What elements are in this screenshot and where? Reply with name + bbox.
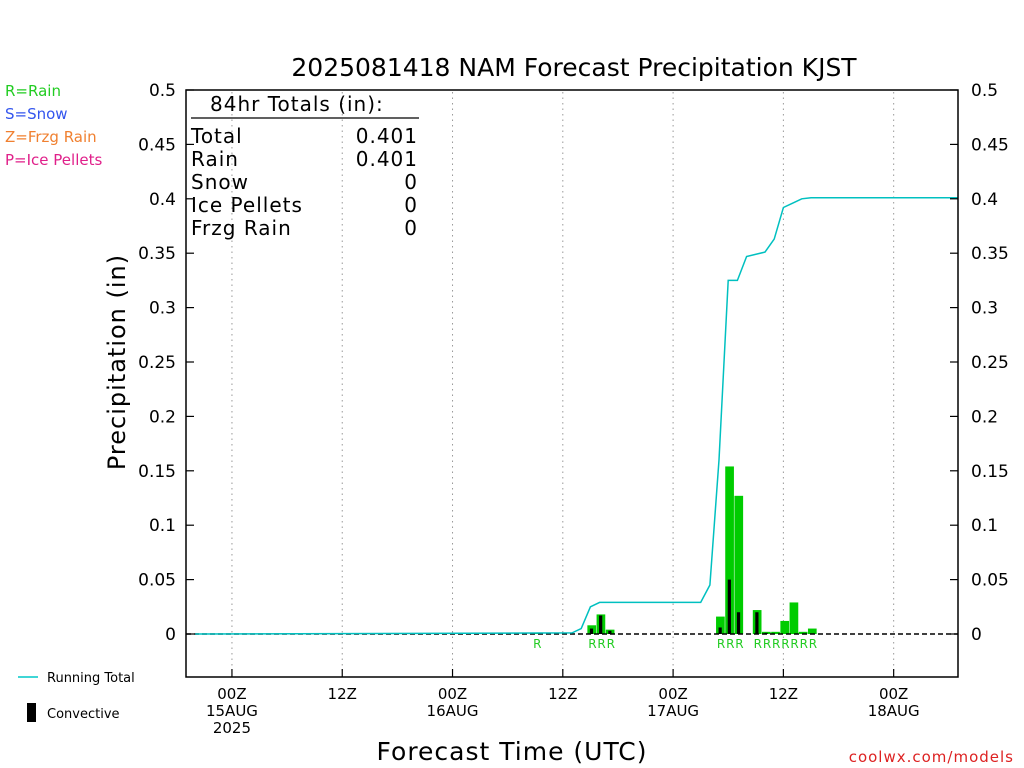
y-tick-label: 0.05 [138,571,176,591]
y-tick-label: 0.5 [149,81,176,101]
chart-title: 2025081418 NAM Forecast Precipitation KJ… [291,53,857,82]
y-tick-label: 0.4 [971,190,998,210]
y-tick-label: 0.25 [971,353,1009,373]
precip-type-label: R [800,637,808,651]
running-total-line [195,196,958,635]
convective-bar [755,612,759,634]
legend-entry: S=Snow [5,105,68,123]
y-tick-label: 0.5 [971,81,998,101]
x-tick-label: 18AUG [868,702,920,720]
totals-value: 0.401 [356,124,418,148]
totals-label: Snow [191,170,249,194]
precip-bar [725,466,734,634]
x-tick-label: 00Z [217,685,246,703]
legend-convective-label: Convective [47,707,120,722]
totals-label: Total [190,124,243,148]
x-tick-label: 2025 [213,719,251,737]
totals-value: 0.401 [356,147,418,171]
y-tick-label: 0.1 [971,516,998,536]
convective-bar [718,627,722,634]
totals-label: Rain [191,147,239,171]
precip-type-label: R [588,637,596,651]
y-tick-label: 0 [165,625,176,645]
precip-type-label: R [726,637,734,651]
precip-bar [798,631,808,634]
precip-bar [716,616,725,634]
y-tick-label: 0.05 [971,571,1009,591]
y-tick-label: 0.3 [149,299,176,319]
y-axis-label: Precipitation (in) [103,254,131,470]
grid-lines [231,92,895,675]
convective-bar [727,579,731,634]
x-tick-label: 15AUG [206,702,258,720]
x-tick-label: 12Z [328,685,357,703]
precip-type-label: R [781,637,789,651]
y-tick-label: 0.1 [149,516,176,536]
y-tick-label: 0.35 [138,244,176,264]
precip-type-legend: R=Rain S=Snow Z=Frzg Rain P=Ice Pellets [5,82,102,169]
totals-rows: Total 0.401 Rain 0.401 Snow 0 Ice Pellets 0 Frzg… [190,124,418,240]
totals-header: 84hr Totals (in): [210,92,384,116]
x-tick-label: 00Z [879,685,908,703]
legend-running-total-label: Running Total [47,671,135,686]
precip-type-label: R [772,637,780,651]
precip-bar [771,631,780,634]
y-tick-label: 0 [971,625,982,645]
x-tick-label: 00Z [658,685,687,703]
x-tick-label: 17AUG [647,702,699,720]
y-axis-left: 0 0.05 0.1 0.15 0.2 0.25 0.3 0.35 0.4 0.45 0.5 [138,81,194,645]
y-tick-label: 0.35 [971,244,1009,264]
y-tick-label: 0.3 [971,299,998,319]
totals-value: 0 [404,170,418,194]
y-tick-label: 0.2 [971,407,998,427]
precip-bar [789,602,799,634]
y-tick-label: 0.15 [971,462,1009,482]
y-tick-label: 0.15 [138,462,176,482]
y-tick-label: 0.25 [138,353,176,373]
convective-swatch [27,703,36,722]
totals-label: Frzg Rain [191,216,292,240]
totals-label: Ice Pellets [191,193,303,217]
convective-bar [736,612,741,634]
series-legend: Running Total Convective [18,671,135,722]
totals-value: 0 [404,216,418,240]
precip-type-label: R [717,637,725,651]
convective-bar [589,628,594,634]
y-tick-label: 0.45 [138,135,176,155]
legend-entry: R=Rain [5,82,61,100]
precip-type-label: R [735,637,743,651]
legend-entry: P=Ice Pellets [5,151,102,169]
precip-type-label: R [533,637,541,651]
precip-type-label: R [754,637,762,651]
precip-type-label: R [763,637,771,651]
precip-type-label: R [597,637,605,651]
x-tick-label: 16AUG [427,702,479,720]
precip-bar [734,495,744,634]
x-tick-label: 00Z [438,685,467,703]
precip-bars [532,466,817,634]
totals-box: 84hr Totals (in): Total 0.401 Rain 0.401 Sno… [190,92,419,240]
x-tick-label: 12Z [769,685,798,703]
legend-entry: Z=Frzg Rain [5,128,97,146]
y-tick-label: 0.45 [971,135,1009,155]
convective-bar [608,630,612,634]
y-tick-label: 0.4 [149,190,176,210]
totals-value: 0 [404,193,418,217]
x-tick-label: 12Z [548,685,577,703]
precip-bar [780,620,790,634]
precip-type-label: R [809,637,817,651]
precip-bar [807,628,817,634]
precip-type-label: R [607,637,615,651]
credit-text: coolwx.com/models [849,748,1014,766]
y-axis-right: 0 0.05 0.1 0.15 0.2 0.25 0.3 0.35 0.4 0.45 0.5 [950,81,1009,645]
y-tick-label: 0.2 [149,407,176,427]
precip-type-label: R [790,637,798,651]
convective-bar [599,615,603,634]
plot-frame [185,89,959,678]
x-axis-label: Forecast Time (UTC) [377,737,648,766]
